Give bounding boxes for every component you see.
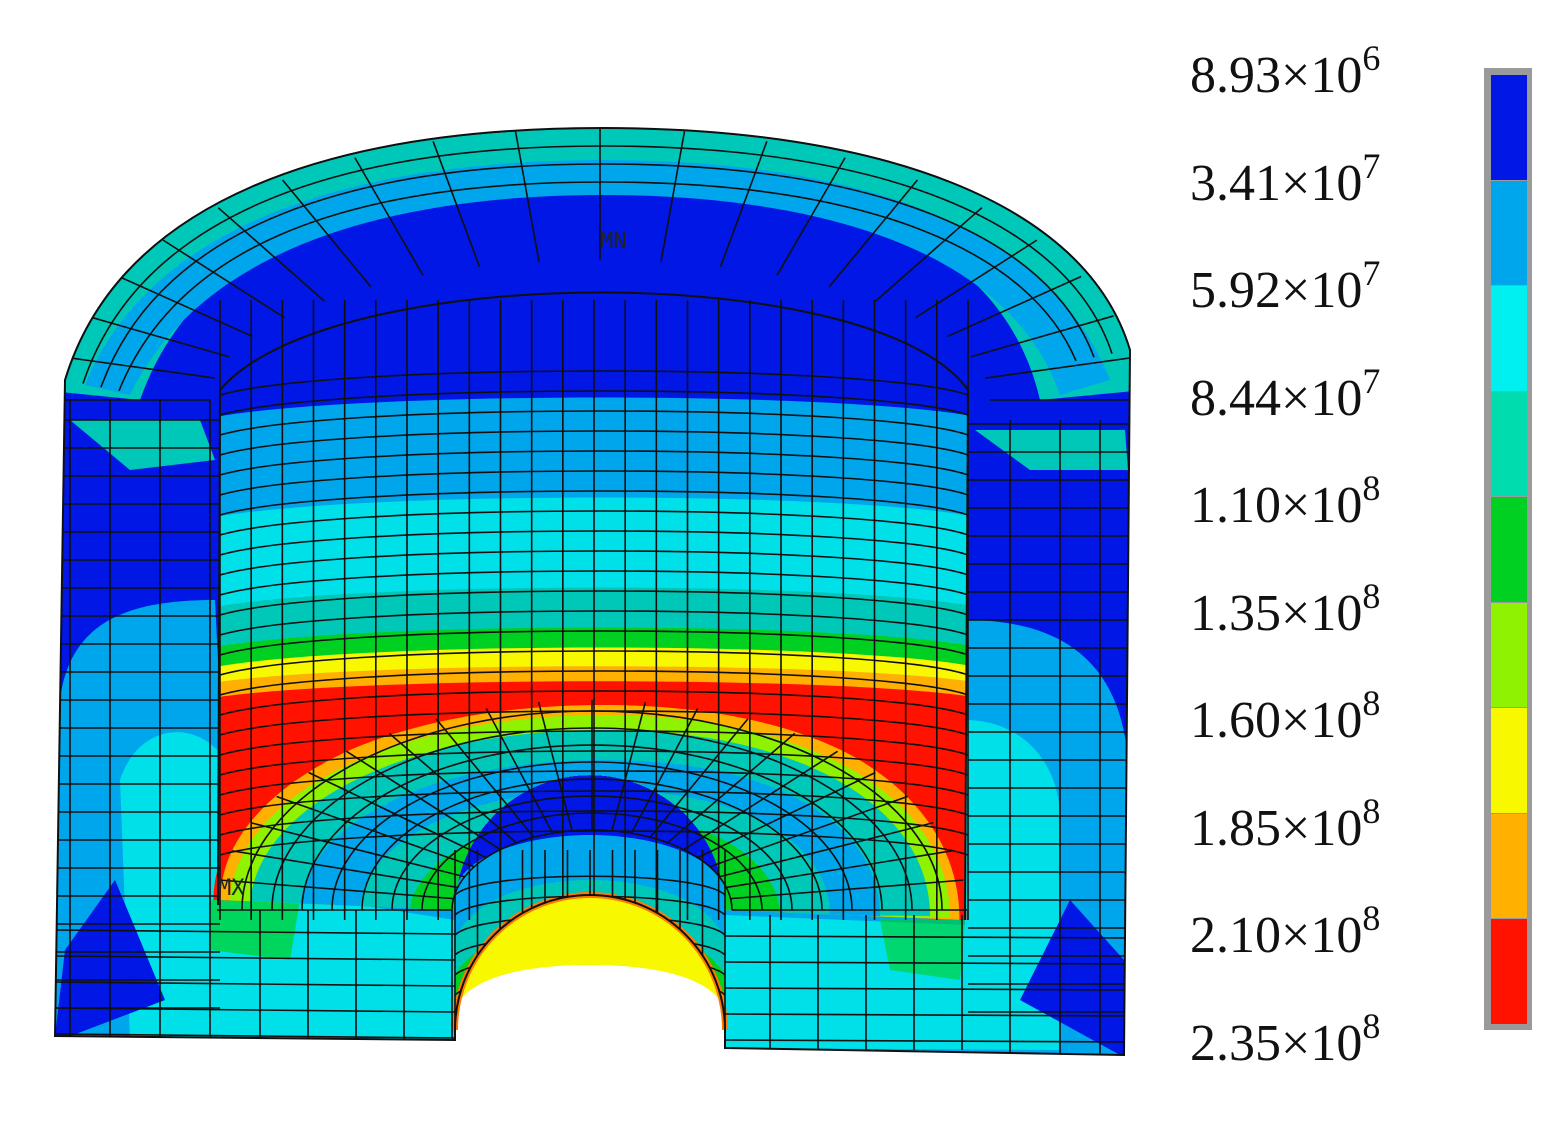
tick-exponent: 6 — [1362, 38, 1381, 78]
tick-exponent: 7 — [1362, 360, 1381, 401]
tick-exponent: 8 — [1362, 468, 1381, 508]
legend-tick-label: 1.60×108 — [1190, 685, 1380, 747]
legend-swatch — [1491, 813, 1527, 919]
legend-tick-label: 1.10×108 — [1190, 470, 1380, 532]
tick-exponent: 8 — [1362, 898, 1381, 938]
max-node-marker: MX — [218, 876, 245, 901]
tick-times: ×10 — [1281, 477, 1363, 534]
bore-rim-outline — [219, 291, 969, 391]
tick-exponent: 7 — [1362, 145, 1381, 186]
tick-mantissa: 8.44 — [1190, 369, 1281, 427]
legend-swatch — [1491, 286, 1527, 391]
legend-tick-label: 5.92×107 — [1190, 255, 1380, 317]
tick-mantissa: 1.35 — [1190, 584, 1281, 642]
tick-times: ×10 — [1281, 262, 1363, 319]
tick-exponent: 8 — [1362, 1005, 1381, 1046]
tick-exponent: 8 — [1362, 575, 1381, 616]
legend-swatch — [1491, 75, 1527, 180]
tick-times: ×10 — [1281, 369, 1363, 427]
body-outline — [53, 126, 1132, 1057]
tick-mantissa: 8.93 — [1190, 47, 1281, 104]
color-scale-bar — [1484, 68, 1532, 1030]
tick-exponent: 7 — [1362, 253, 1381, 293]
legend-swatch — [1491, 180, 1527, 286]
max-stress-ring — [213, 694, 967, 921]
tick-mantissa: 3.41 — [1190, 154, 1281, 212]
tick-exponent: 8 — [1362, 683, 1381, 723]
legend-tick-label: 8.44×107 — [1190, 363, 1380, 425]
tick-exponent: 8 — [1362, 790, 1381, 831]
legend-tick-label: 2.10×108 — [1190, 900, 1380, 962]
legend-tick-label: 1.85×108 — [1190, 793, 1380, 855]
legend-swatch — [1491, 708, 1527, 813]
legend-tick-label: 8.93×106 — [1190, 40, 1380, 102]
tick-mantissa: 2.10 — [1190, 907, 1281, 964]
bore-right-edge — [964, 389, 969, 921]
tick-mantissa: 5.92 — [1190, 262, 1281, 319]
tick-mantissa: 2.35 — [1190, 1014, 1281, 1072]
legend-swatch — [1491, 602, 1527, 708]
mesh-grid — [55, 128, 1130, 1055]
tick-times: ×10 — [1281, 47, 1363, 104]
min-node-marker: MN — [600, 229, 627, 254]
tick-times: ×10 — [1281, 799, 1363, 857]
legend-swatch — [1491, 919, 1527, 1024]
tick-mantissa: 1.60 — [1190, 692, 1281, 749]
tick-times: ×10 — [1281, 584, 1363, 642]
legend-swatch — [1491, 391, 1527, 497]
tick-mantissa: 1.85 — [1190, 799, 1281, 857]
tick-times: ×10 — [1281, 154, 1363, 212]
legend-tick-label: 3.41×107 — [1190, 148, 1380, 210]
legend-tick-label: 2.35×108 — [1190, 1008, 1380, 1070]
tick-times: ×10 — [1281, 692, 1363, 749]
tick-mantissa: 1.10 — [1190, 477, 1281, 534]
tick-times: ×10 — [1281, 1014, 1363, 1072]
bore-left-edge — [217, 389, 221, 906]
legend-tick-label: 1.35×108 — [1190, 578, 1380, 640]
legend-swatch — [1491, 497, 1527, 602]
tick-times: ×10 — [1281, 907, 1363, 964]
